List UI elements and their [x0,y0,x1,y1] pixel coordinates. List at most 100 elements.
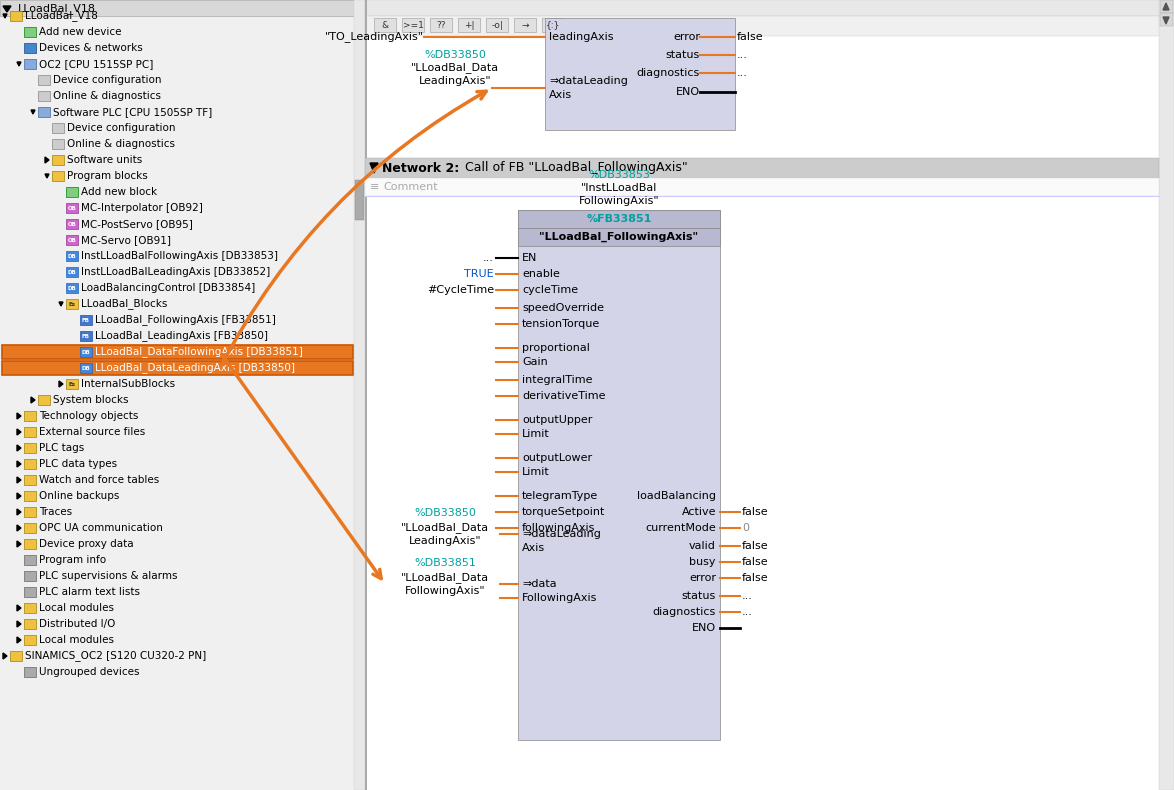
Text: MC-PostServo [OB95]: MC-PostServo [OB95] [81,219,193,229]
Polygon shape [31,397,35,403]
Bar [23,43,36,53]
Polygon shape [16,509,21,515]
Text: Online backups: Online backups [39,491,120,501]
Polygon shape [4,653,7,659]
Text: Axis: Axis [549,90,572,100]
Text: System blocks: System blocks [53,395,128,405]
Text: proportional: proportional [522,343,589,353]
Text: false: false [742,573,769,583]
Bar [2,345,353,359]
Text: Axis: Axis [522,543,545,553]
Text: false: false [742,557,769,567]
Text: LoadBalancingControl [DB33854]: LoadBalancingControl [DB33854] [81,283,255,293]
Text: enable: enable [522,269,560,279]
Text: Comment: Comment [383,182,438,192]
Text: status: status [682,591,716,601]
Bar [23,619,36,629]
Bar [365,178,1159,196]
Bar [23,27,36,37]
Polygon shape [1163,3,1169,10]
Text: OB: OB [68,221,76,227]
Text: %DB33850: %DB33850 [424,50,486,60]
Text: PLC alarm text lists: PLC alarm text lists [39,587,140,597]
Polygon shape [31,110,35,114]
Text: speedOverride: speedOverride [522,303,603,313]
Text: OPC UA communication: OPC UA communication [39,523,163,533]
Bar [0,0,365,16]
Text: tensionTorque: tensionTorque [522,319,600,329]
Bar [545,18,735,130]
Text: DB: DB [82,366,90,371]
Text: 0: 0 [742,523,749,533]
Bar [375,18,396,32]
Polygon shape [16,477,21,483]
Text: Technology objects: Technology objects [39,411,139,421]
Bar [52,139,65,149]
Text: OB: OB [68,205,76,210]
Polygon shape [16,461,21,467]
Text: diagnostics: diagnostics [653,607,716,617]
Polygon shape [16,621,21,627]
Bar [23,555,36,565]
Bar [66,379,77,389]
Text: cycleTime: cycleTime [522,285,578,295]
Bar [66,219,77,229]
Polygon shape [1163,17,1169,24]
Text: InternalSubBlocks: InternalSubBlocks [81,379,175,389]
Text: "TO_LeadingAxis": "TO_LeadingAxis" [325,32,424,43]
Text: EN: EN [522,253,538,263]
Polygon shape [16,445,21,451]
Text: >=1: >=1 [403,21,424,29]
Bar [66,283,77,293]
Text: currentMode: currentMode [646,523,716,533]
Text: FollowingAxis": FollowingAxis" [579,196,660,206]
Text: OB: OB [68,238,76,243]
Text: Active: Active [681,507,716,517]
Text: FB: FB [82,318,90,322]
Text: PLC supervisions & alarms: PLC supervisions & alarms [39,571,177,581]
Bar [38,91,50,101]
Text: DB: DB [68,285,76,291]
Text: ENO: ENO [676,87,700,97]
Text: Add new device: Add new device [39,27,121,37]
Text: PLC data types: PLC data types [39,459,117,469]
Text: ??: ?? [437,21,446,29]
Text: FollowingAxis: FollowingAxis [522,593,598,603]
Text: LLoadBal_DataLeadingAxis [DB33850]: LLoadBal_DataLeadingAxis [DB33850] [95,363,295,374]
Text: Es: Es [68,302,75,307]
Text: diagnostics: diagnostics [636,68,700,78]
Bar [23,59,36,69]
Text: busy: busy [689,557,716,567]
Bar [23,523,36,533]
Bar [23,635,36,645]
Text: Distributed I/O: Distributed I/O [39,619,115,629]
Bar [66,299,77,309]
Bar [52,155,65,165]
Bar [486,18,508,32]
Text: LeadingAxis": LeadingAxis" [409,536,481,546]
Text: FollowingAxis": FollowingAxis" [405,586,485,596]
Polygon shape [16,605,21,611]
Text: "LLoadBal_FollowingAxis": "LLoadBal_FollowingAxis" [539,232,699,242]
Text: &: & [382,21,389,29]
Text: error: error [673,32,700,42]
Text: ⇒dataLeading: ⇒dataLeading [549,76,628,86]
Text: Program info: Program info [39,555,106,565]
Text: +|: +| [464,21,474,29]
Polygon shape [16,493,21,499]
Text: ≡: ≡ [370,182,379,192]
Polygon shape [16,429,21,435]
Text: TRUE: TRUE [465,269,494,279]
Text: error: error [689,573,716,583]
Text: -o|: -o| [491,21,502,29]
Polygon shape [16,637,21,643]
Text: LLoadBal_V18: LLoadBal_V18 [25,10,97,21]
Bar [430,18,452,32]
Bar [0,0,365,790]
Text: ...: ... [737,50,748,60]
Text: "InstLLoadBal: "InstLLoadBal [581,183,657,193]
Polygon shape [16,62,21,66]
Text: false: false [737,32,763,42]
Text: Local modules: Local modules [39,603,114,613]
Text: Limit: Limit [522,467,549,477]
